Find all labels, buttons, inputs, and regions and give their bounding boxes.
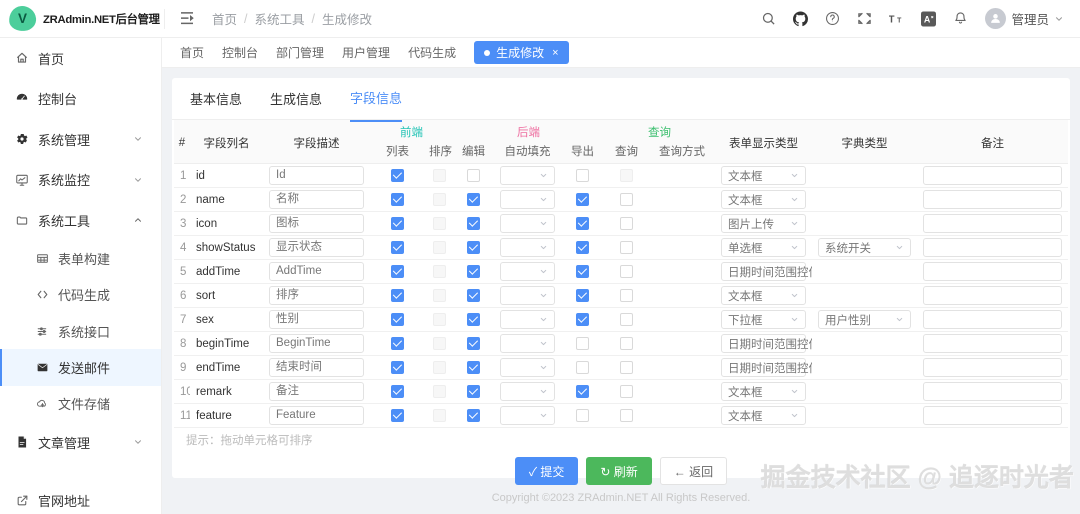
svg-text:A: A bbox=[924, 14, 931, 24]
svg-text:T: T bbox=[889, 15, 894, 26]
svg-text:T: T bbox=[898, 18, 903, 25]
